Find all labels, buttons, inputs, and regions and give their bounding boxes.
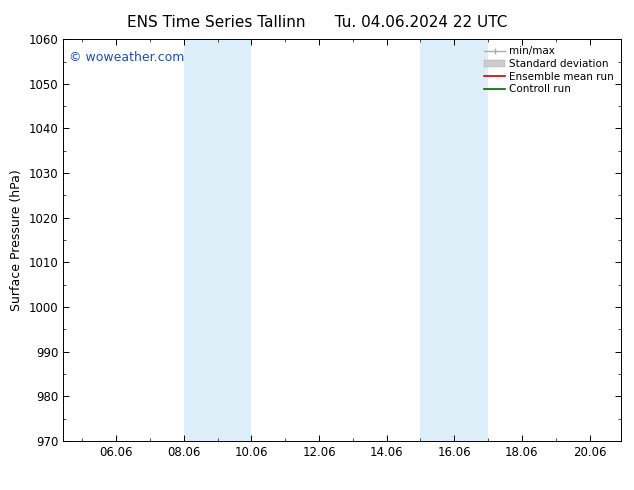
Text: © woweather.com: © woweather.com: [69, 51, 184, 64]
Y-axis label: Surface Pressure (hPa): Surface Pressure (hPa): [10, 169, 23, 311]
Bar: [420, 39, 488, 441]
Bar: [184, 39, 252, 441]
Legend: min/max, Standard deviation, Ensemble mean run, Controll run: min/max, Standard deviation, Ensemble me…: [482, 45, 616, 97]
Text: ENS Time Series Tallinn      Tu. 04.06.2024 22 UTC: ENS Time Series Tallinn Tu. 04.06.2024 2…: [127, 15, 507, 30]
